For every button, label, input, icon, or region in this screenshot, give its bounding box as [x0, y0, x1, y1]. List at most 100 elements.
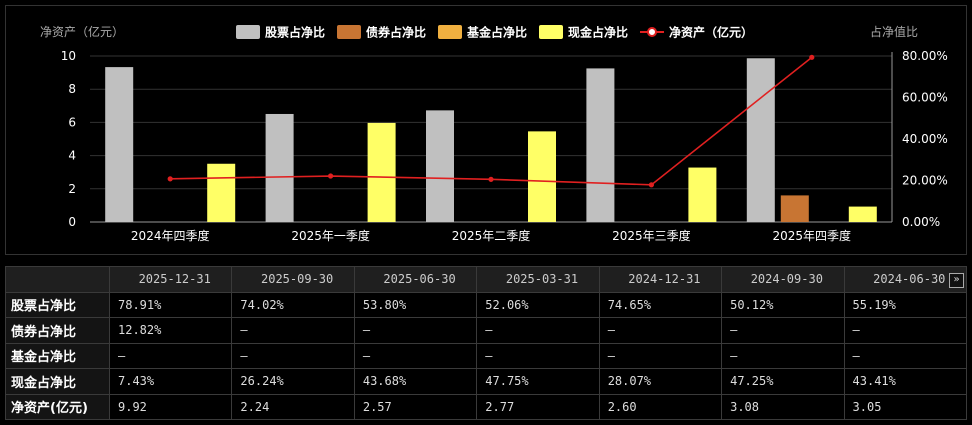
table-cell: 9.92	[108, 393, 233, 420]
table-cell: 28.07%	[598, 368, 723, 395]
column-header: 2025-03-31	[476, 266, 600, 293]
table-cell: 2.60	[598, 393, 723, 420]
legend-label: 净资产（亿元）	[669, 25, 753, 40]
bar	[367, 122, 396, 222]
table-cell: 3.08	[721, 393, 845, 420]
table-cell: —	[721, 342, 845, 369]
more-columns-icon[interactable]: »	[949, 273, 964, 288]
left-tick-label: 0	[68, 215, 76, 229]
column-header: 2025-12-31	[108, 266, 233, 293]
table-row: 债券占净比 12.82% — — — — — —	[5, 317, 968, 344]
table-cell: —	[231, 317, 355, 344]
left-tick-label: 10	[61, 49, 76, 63]
legend-label: 基金占净比	[466, 25, 527, 40]
x-tick-label: 2025年四季度	[773, 228, 852, 243]
legend-label: 现金占净比	[568, 25, 628, 40]
table-cell: —	[843, 342, 968, 369]
right-tick-label: 40.00%	[902, 132, 948, 146]
table-cell: —	[843, 317, 968, 344]
column-header: 2025-09-30	[231, 266, 355, 293]
line-point	[167, 176, 173, 182]
line-point	[328, 173, 334, 179]
left-tick-label: 6	[68, 115, 76, 129]
table-cell: 53.80%	[353, 291, 478, 318]
table-cell: —	[108, 342, 233, 369]
table-cell: 74.65%	[598, 291, 723, 318]
right-tick-label: 0.00%	[902, 215, 940, 229]
x-tick-label: 2025年二季度	[452, 228, 531, 243]
table-row: 现金占净比 7.43% 26.24% 43.68% 47.75% 28.07% 47.25%…	[5, 368, 968, 395]
right-tick-label: 80.00%	[902, 49, 948, 63]
table-row: 基金占净比 — — — — — — —	[5, 342, 968, 369]
table-cell: —	[598, 342, 723, 369]
holdings-table: 2025-12-31 2025-09-30 2025-06-30 2025-03-31…	[5, 266, 968, 420]
row-label: 净资产(亿元)	[5, 393, 110, 420]
line-point	[488, 176, 494, 182]
bar	[207, 163, 236, 222]
legend-label: 债券占净比	[366, 25, 426, 40]
bar	[265, 113, 294, 222]
table-cell: 78.91%	[108, 291, 233, 318]
table-row: 净资产(亿元) 9.92 2.24 2.57 2.77 2.60 3.08 3.05	[5, 393, 968, 420]
table-cell: 47.25%	[721, 368, 845, 395]
table-cell: 2.77	[476, 393, 600, 420]
table-cell: 43.41%	[843, 368, 968, 395]
table-cell: 50.12%	[721, 291, 845, 318]
table-cell: —	[353, 342, 478, 369]
table-cell: 3.05	[843, 393, 968, 420]
legend-swatch	[236, 25, 260, 39]
legend-swatch	[337, 25, 361, 39]
column-header: 2024-12-31	[598, 266, 723, 293]
x-tick-label: 2024年四季度	[131, 228, 210, 243]
row-label: 现金占净比	[5, 368, 110, 395]
chart-panel: 股票占净比 债券占净比 基金占净比 现金占净比 净资产（亿元） 净资产（亿元） 占净值比 0 2…	[5, 5, 967, 255]
row-label: 债券占净比	[5, 317, 110, 344]
table-row: 股票占净比 78.91% 74.02% 53.80% 52.06% 74.65% 50.12…	[5, 291, 968, 318]
legend-label: 股票占净比	[265, 25, 325, 40]
legend-swatch	[539, 25, 563, 39]
column-header: 2024-06-30»	[843, 266, 968, 293]
x-tick-label: 2025年一季度	[291, 228, 370, 243]
table-cell: 74.02%	[231, 291, 355, 318]
legend-marker	[647, 27, 657, 37]
holdings-chart: 股票占净比 债券占净比 基金占净比 现金占净比 净资产（亿元） 净资产（亿元） 占净值比 0 2…	[40, 24, 948, 243]
table-cell: 7.43%	[108, 368, 233, 395]
bar	[528, 131, 556, 222]
x-tick-label: 2025年三季度	[612, 228, 691, 243]
line-point	[809, 54, 815, 60]
left-tick-label: 4	[68, 149, 76, 163]
bar	[105, 67, 134, 222]
table-cell: 43.68%	[353, 368, 478, 395]
line-point	[648, 182, 655, 188]
bar	[746, 58, 775, 222]
bar	[688, 167, 717, 222]
table-cell: 52.06%	[476, 291, 600, 318]
table-cell: —	[598, 317, 723, 344]
table-header-row: 2025-12-31 2025-09-30 2025-06-30 2025-03-31…	[5, 266, 968, 293]
bar	[426, 110, 454, 222]
bar	[586, 68, 615, 222]
table-cell: 2.24	[231, 393, 355, 420]
left-axis-title: 净资产（亿元）	[40, 24, 124, 39]
table-cell: 55.19%	[843, 291, 968, 318]
table-cell: —	[476, 317, 600, 344]
table-cell: 47.75%	[476, 368, 600, 395]
column-header: 2024-09-30	[721, 266, 845, 293]
right-tick-label: 20.00%	[902, 174, 948, 188]
bar	[780, 195, 809, 222]
table-cell: 12.82%	[108, 317, 233, 344]
table-cell: 2.57	[353, 393, 478, 420]
table-cell: —	[476, 342, 600, 369]
row-label: 股票占净比	[5, 291, 110, 318]
legend-swatch	[438, 25, 462, 39]
right-axis-title: 占净值比	[870, 24, 918, 39]
bar	[848, 206, 877, 222]
row-label: 基金占净比	[5, 342, 110, 369]
left-tick-label: 8	[68, 82, 76, 96]
table-cell: —	[353, 317, 478, 344]
table-cell: —	[721, 317, 845, 344]
right-tick-label: 60.00%	[902, 91, 948, 105]
column-header: 2025-06-30	[353, 266, 478, 293]
table-cell: 26.24%	[231, 368, 355, 395]
left-tick-label: 2	[68, 182, 76, 196]
